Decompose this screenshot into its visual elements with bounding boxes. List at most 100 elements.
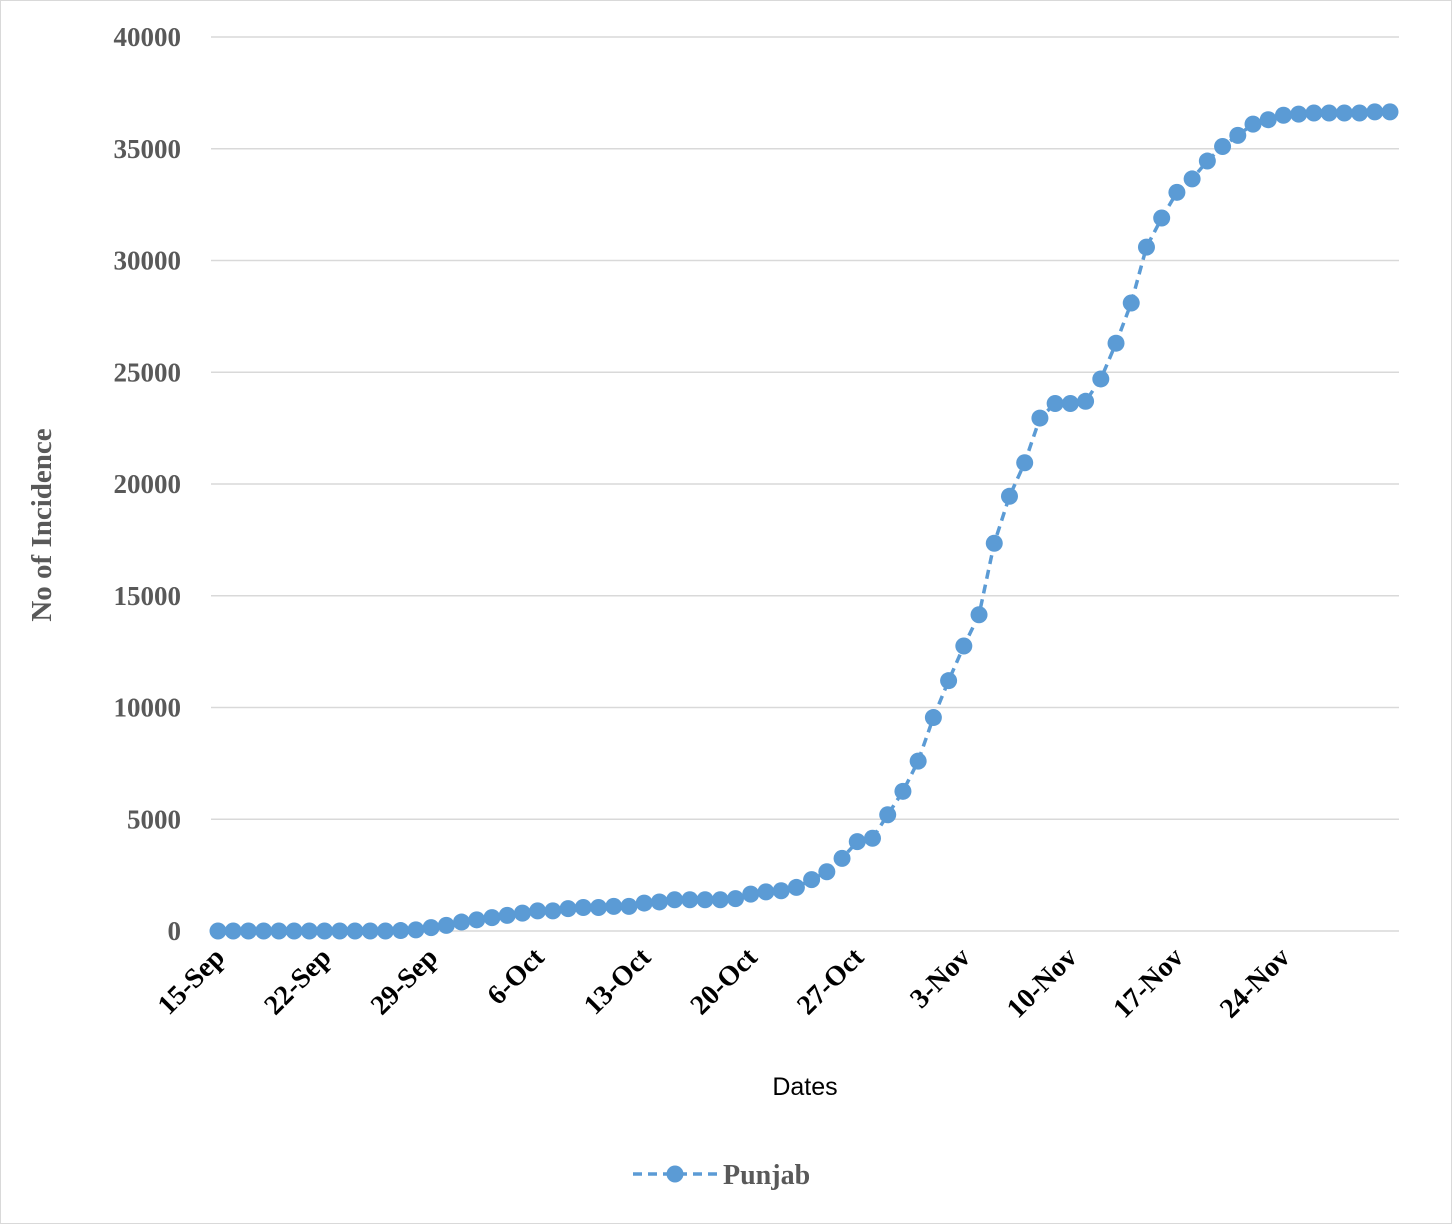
data-point <box>468 911 486 929</box>
y-tick-label: 35000 <box>114 134 182 164</box>
data-point <box>1183 170 1201 188</box>
x-axis-label: Dates <box>772 1073 837 1101</box>
data-point <box>970 606 988 624</box>
data-point <box>255 922 273 940</box>
gridlines <box>211 36 1399 820</box>
data-point <box>924 709 942 727</box>
data-point <box>1229 126 1247 144</box>
data-point <box>498 906 516 924</box>
data-point <box>376 922 394 940</box>
data-point <box>437 916 455 934</box>
data-point <box>1290 105 1308 123</box>
data-point <box>483 909 501 927</box>
data-point <box>346 922 364 940</box>
data-point <box>803 871 821 889</box>
data-point <box>1305 104 1323 122</box>
data-point <box>529 902 547 920</box>
y-axis-label: No of Incidence <box>26 428 58 621</box>
data-point <box>681 891 699 909</box>
data-point <box>559 900 577 918</box>
legend-label-punjab: Punjab <box>723 1160 810 1191</box>
data-point <box>833 849 851 867</box>
data-point <box>1000 487 1018 505</box>
data-point <box>1366 103 1384 121</box>
data-point <box>285 922 303 940</box>
data-point <box>696 891 714 909</box>
data-point <box>1214 138 1232 156</box>
data-point <box>513 904 531 922</box>
data-point <box>1320 104 1338 122</box>
data-point <box>848 833 866 851</box>
data-point <box>361 922 379 940</box>
y-tick-label: 0 <box>168 916 182 946</box>
data-point <box>300 922 318 940</box>
y-tick-label: 5000 <box>127 804 181 834</box>
data-point <box>772 882 790 900</box>
data-point <box>239 922 257 940</box>
data-point <box>666 891 684 909</box>
data-point <box>1351 104 1369 122</box>
data-point <box>863 829 881 847</box>
series-punjab <box>209 103 1399 940</box>
data-point <box>422 919 440 937</box>
data-point <box>1016 454 1034 472</box>
x-axis-tick-labels: 15-Sep 22-Sep 29-Sep 6-Oct 13-Oct 20-Oct 27-Oc… <box>152 942 1297 1025</box>
y-tick-label: 40000 <box>114 22 182 52</box>
data-point <box>574 899 592 917</box>
data-point <box>209 922 227 940</box>
x-tick-label: 20-Oct <box>685 942 765 1022</box>
data-point <box>818 863 836 881</box>
data-point <box>316 922 334 940</box>
data-point <box>985 534 1003 552</box>
data-point <box>940 672 958 690</box>
y-tick-label: 25000 <box>114 357 182 387</box>
data-point <box>605 897 623 915</box>
data-point <box>1092 370 1110 388</box>
data-point <box>1153 209 1171 227</box>
data-point <box>620 897 638 915</box>
data-point <box>1168 183 1186 201</box>
data-point <box>1046 395 1064 413</box>
x-tick-label: 17-Nov <box>1107 942 1189 1024</box>
data-point <box>407 921 425 939</box>
legend-marker <box>666 1165 684 1183</box>
y-tick-label: 15000 <box>114 581 182 611</box>
data-point <box>1137 238 1155 256</box>
data-point <box>1077 392 1095 410</box>
data-point <box>1061 395 1079 413</box>
x-tick-label: 24-Nov <box>1214 942 1296 1024</box>
data-point <box>224 922 242 940</box>
data-point <box>1274 106 1292 124</box>
x-tick-label: 29-Sep <box>365 942 444 1021</box>
y-tick-label: 10000 <box>114 693 182 723</box>
data-point <box>909 752 927 770</box>
data-point <box>1335 104 1353 122</box>
data-point <box>650 893 668 911</box>
data-point <box>787 878 805 896</box>
x-tick-label: 15-Sep <box>152 942 231 1021</box>
data-point <box>727 890 745 908</box>
data-point <box>894 782 912 800</box>
y-axis-tick-labels: 0 5000 10000 15000 20000 25000 30000 35000 40000 <box>114 22 182 946</box>
x-tick-label: 13-Oct <box>578 942 658 1022</box>
data-point <box>1107 334 1125 352</box>
y-tick-label: 20000 <box>114 469 182 499</box>
data-point <box>742 885 760 903</box>
y-tick-label: 30000 <box>114 246 182 276</box>
data-point <box>635 894 653 912</box>
x-tick-label: 3-Nov <box>904 942 977 1015</box>
data-point <box>331 922 349 940</box>
data-point <box>1381 103 1399 121</box>
data-point <box>1031 409 1049 427</box>
data-point <box>1198 152 1216 170</box>
data-point <box>879 806 897 824</box>
x-tick-label: 27-Oct <box>791 942 871 1022</box>
data-point <box>711 891 729 909</box>
data-point <box>955 637 973 655</box>
data-point <box>590 899 608 917</box>
data-point <box>392 922 410 940</box>
legend: Punjab <box>633 1160 810 1191</box>
data-point <box>270 922 288 940</box>
data-point <box>1259 111 1277 129</box>
